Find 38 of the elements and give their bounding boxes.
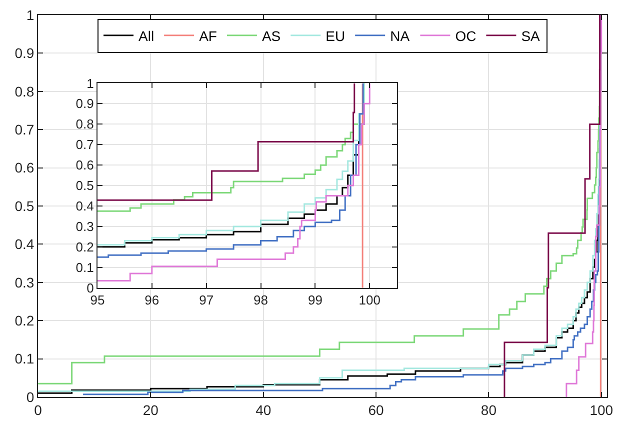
y-tick-label: 0.1 [76, 260, 94, 275]
y-tick-label: 0.2 [76, 239, 94, 254]
legend-label: EU [326, 28, 346, 44]
y-tick-label: 0.5 [76, 178, 94, 194]
y-tick-label: 1 [26, 6, 34, 23]
y-tick-label: 0.4 [14, 236, 34, 252]
y-tick-label: 0.3 [76, 219, 94, 234]
y-tick-label: 1 [86, 76, 94, 91]
y-tick-label: 0.9 [76, 96, 94, 112]
y-tick-label: 0.6 [76, 158, 94, 173]
x-tick-label: 100 [590, 402, 614, 418]
legend-label: NA [390, 28, 410, 44]
x-tick-label: 100 [358, 292, 380, 308]
x-tick-label: 96 [144, 292, 160, 308]
x-tick-label: 97 [199, 292, 214, 308]
x-tick-label: 40 [256, 402, 272, 418]
x-tick-label: 99 [308, 292, 322, 308]
legend-label: AS [262, 28, 281, 44]
y-tick-label: 0.5 [14, 198, 34, 214]
legend-label: SA [521, 28, 541, 44]
y-tick-label: 0.3 [14, 274, 34, 290]
y-tick-label: 0.6 [14, 160, 34, 176]
x-tick-label: 98 [254, 292, 268, 308]
legend-label: All [138, 28, 154, 44]
y-tick-label: 0.8 [76, 116, 94, 132]
y-tick-label: 0.2 [14, 312, 34, 328]
y-tick-label: 0.7 [76, 137, 94, 152]
y-tick-label: 0.7 [14, 122, 34, 138]
y-tick-label: 0.9 [14, 45, 34, 62]
legend-label: AF [199, 28, 217, 44]
x-tick-label: 80 [480, 402, 497, 418]
x-tick-label: 20 [142, 402, 159, 418]
y-tick-label: 0.8 [14, 83, 34, 100]
y-tick-label: 0.4 [76, 198, 94, 214]
legend-label: OC [455, 28, 476, 44]
y-tick-label: 0 [26, 388, 34, 405]
x-tick-label: 60 [368, 402, 384, 418]
y-tick-label: 0.1 [14, 350, 34, 367]
